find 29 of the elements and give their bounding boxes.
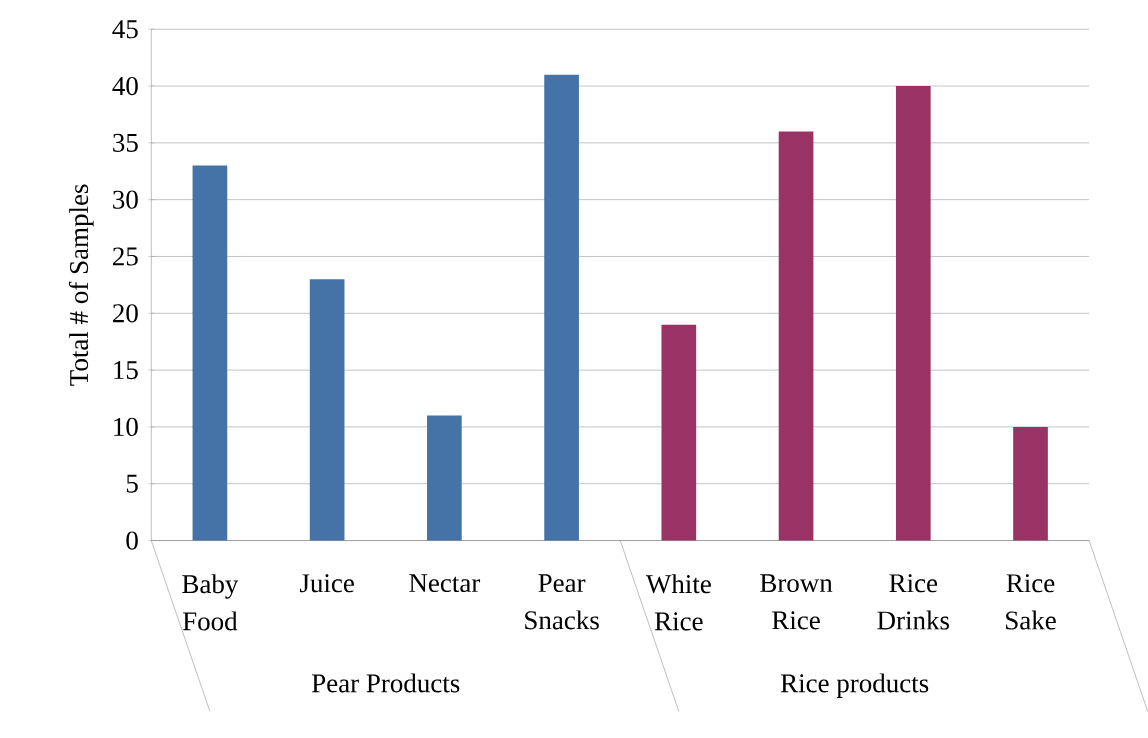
x-tick-label: Rice Sake <box>1006 574 1056 630</box>
y-tick-label: 35 <box>113 133 138 152</box>
y-tick-label: 5 <box>126 474 138 493</box>
bar <box>1013 426 1048 541</box>
text: Pear Products <box>311 673 460 693</box>
x-tick-label: Juice <box>299 574 354 593</box>
x-tick-label: Baby Food <box>182 574 239 631</box>
y-tick-label: 40 <box>112 76 138 96</box>
bar <box>661 324 697 541</box>
text: Rice products <box>780 673 929 698</box>
bar <box>427 415 462 541</box>
bar <box>309 279 345 541</box>
bar <box>895 86 931 541</box>
y-tick-label: 30 <box>113 190 138 209</box>
x-tick-label: White Rice <box>645 574 711 631</box>
bar <box>544 74 579 541</box>
x-tick-label: Nectar <box>409 574 481 593</box>
y-tick-label: 10 <box>114 417 138 436</box>
x-tick-label: Pear Snacks <box>525 574 599 630</box>
bar <box>778 131 814 541</box>
y-tick-label: 0 <box>126 531 138 550</box>
y-tick-label: 45 <box>112 20 138 39</box>
y-tick-label: 25 <box>113 247 138 266</box>
y-axis-title: Total # of Samples <box>68 184 94 386</box>
bar <box>192 165 228 541</box>
y-tick-label: 15 <box>114 361 138 380</box>
x-tick-label: Brown Rice <box>760 574 833 630</box>
y-tick-label: 20 <box>113 304 138 323</box>
x-tick-label: Rice Drinks <box>877 574 950 630</box>
